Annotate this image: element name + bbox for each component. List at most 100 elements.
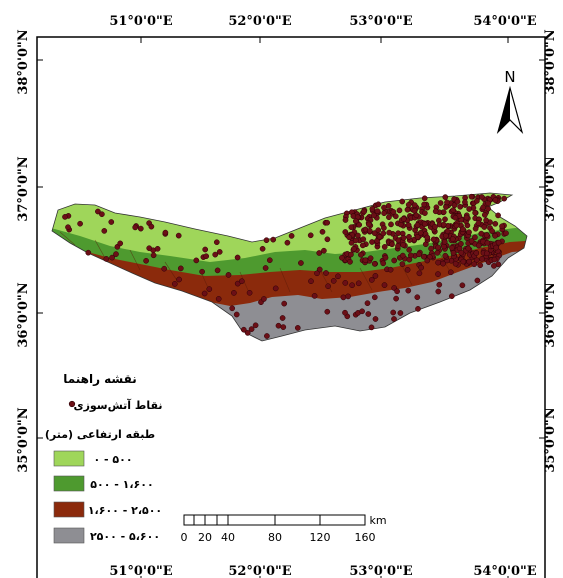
fire-point (391, 316, 397, 322)
map-frame (36, 36, 546, 578)
fire-point (407, 252, 414, 259)
fire-point (113, 251, 119, 257)
fire-point (392, 213, 399, 220)
fire-point (240, 326, 247, 333)
fire-point (238, 278, 245, 285)
left-tick-label: 35°0'0"N (16, 407, 31, 472)
legend-swatch-500-1600 (53, 475, 85, 492)
fire-point (380, 230, 387, 237)
fire-point (272, 285, 279, 292)
fire-point (395, 243, 401, 249)
fire-point (459, 226, 466, 233)
fire-point (279, 315, 286, 321)
fire-point (491, 263, 497, 269)
fire-point (475, 242, 482, 249)
fire-point (367, 255, 374, 262)
fire-point (466, 206, 473, 212)
left-tick-label: 36°0'0"N (16, 282, 31, 347)
fire-point (275, 322, 282, 329)
fire-point (175, 232, 182, 239)
fire-point (345, 293, 351, 300)
fire-point (414, 294, 421, 301)
fire-point (229, 305, 236, 312)
scale-label: 160 (355, 531, 376, 544)
fire-point (252, 322, 259, 329)
fire-point (324, 236, 331, 243)
fire-point (342, 309, 348, 316)
fire-point (390, 209, 397, 215)
fire-point (382, 254, 389, 261)
fire-point (355, 232, 361, 239)
fire-point (214, 267, 221, 274)
fire-point (259, 245, 266, 252)
fire-point (212, 251, 219, 258)
legend-label-2500-5600: ۲۵۰۰ - ۵،۶۰۰ (90, 530, 160, 543)
fire-point (244, 330, 251, 336)
fire-point (99, 211, 105, 218)
fire-point (321, 247, 327, 254)
fire-point (483, 250, 490, 257)
fire-point (294, 325, 301, 331)
fire-point (474, 198, 480, 204)
fire-point (472, 225, 479, 232)
fire-point (381, 204, 387, 211)
fire-point (495, 212, 501, 219)
fire-point (485, 205, 491, 212)
fire-point (284, 239, 291, 246)
fire-point (375, 201, 382, 208)
bottom-tick-label: 51°0'0"E (109, 564, 172, 578)
fire-point (421, 201, 427, 208)
fire-point (472, 209, 478, 216)
fire-point (323, 270, 329, 276)
fire-point (397, 310, 404, 316)
fire-point (316, 266, 323, 273)
fire-point (248, 326, 255, 332)
fire-point (263, 237, 270, 244)
fire-point (362, 257, 369, 264)
fire-point (421, 195, 428, 202)
scale-bar (183, 514, 366, 526)
fire-point (193, 257, 200, 264)
fire-point (390, 309, 397, 316)
fire-point (202, 246, 209, 253)
right-tick-label: 37°0'0"N (543, 156, 558, 221)
fire-point (491, 256, 498, 263)
fire-point (389, 241, 395, 248)
fire-point (468, 238, 475, 244)
fire-point (368, 324, 375, 331)
fire-point (386, 229, 393, 236)
legend: نقشه راهنما نقاط آتش‌سوزی طبقه ارتفاعی (… (45, 372, 163, 544)
fire-point (364, 300, 371, 307)
scale-label: 40 (221, 531, 235, 544)
fire-point (447, 269, 454, 276)
fire-point (400, 216, 407, 222)
fire-point (348, 224, 355, 231)
fire-point (288, 233, 295, 239)
fire-point (477, 262, 484, 269)
fire-point (428, 245, 434, 252)
fire-point (481, 224, 488, 230)
fire-point (415, 306, 421, 312)
fire-point (348, 251, 354, 258)
fire-points-label: نقاط آتش‌سوزی (73, 398, 162, 412)
fire-point (347, 258, 353, 265)
fire-point (369, 239, 375, 245)
fire-point (421, 221, 428, 227)
fire-point (171, 281, 178, 287)
fire-point (492, 220, 499, 227)
fire-point (434, 249, 441, 256)
fire-point (365, 221, 372, 228)
fire-point (466, 229, 472, 236)
fire-point (358, 251, 364, 258)
fire-point (95, 208, 101, 215)
fire-point (414, 222, 421, 229)
fire-point (162, 229, 169, 236)
fire-point (203, 253, 210, 260)
scale-label: 20 (198, 531, 212, 544)
fire-point (356, 221, 363, 228)
left-tick-label: 37°0'0"N (16, 156, 31, 221)
elevation-title: طبقه ارتفاعی (متر) (45, 428, 155, 441)
fire-point (146, 245, 153, 252)
fire-point (324, 219, 331, 226)
fire-point (370, 212, 377, 219)
